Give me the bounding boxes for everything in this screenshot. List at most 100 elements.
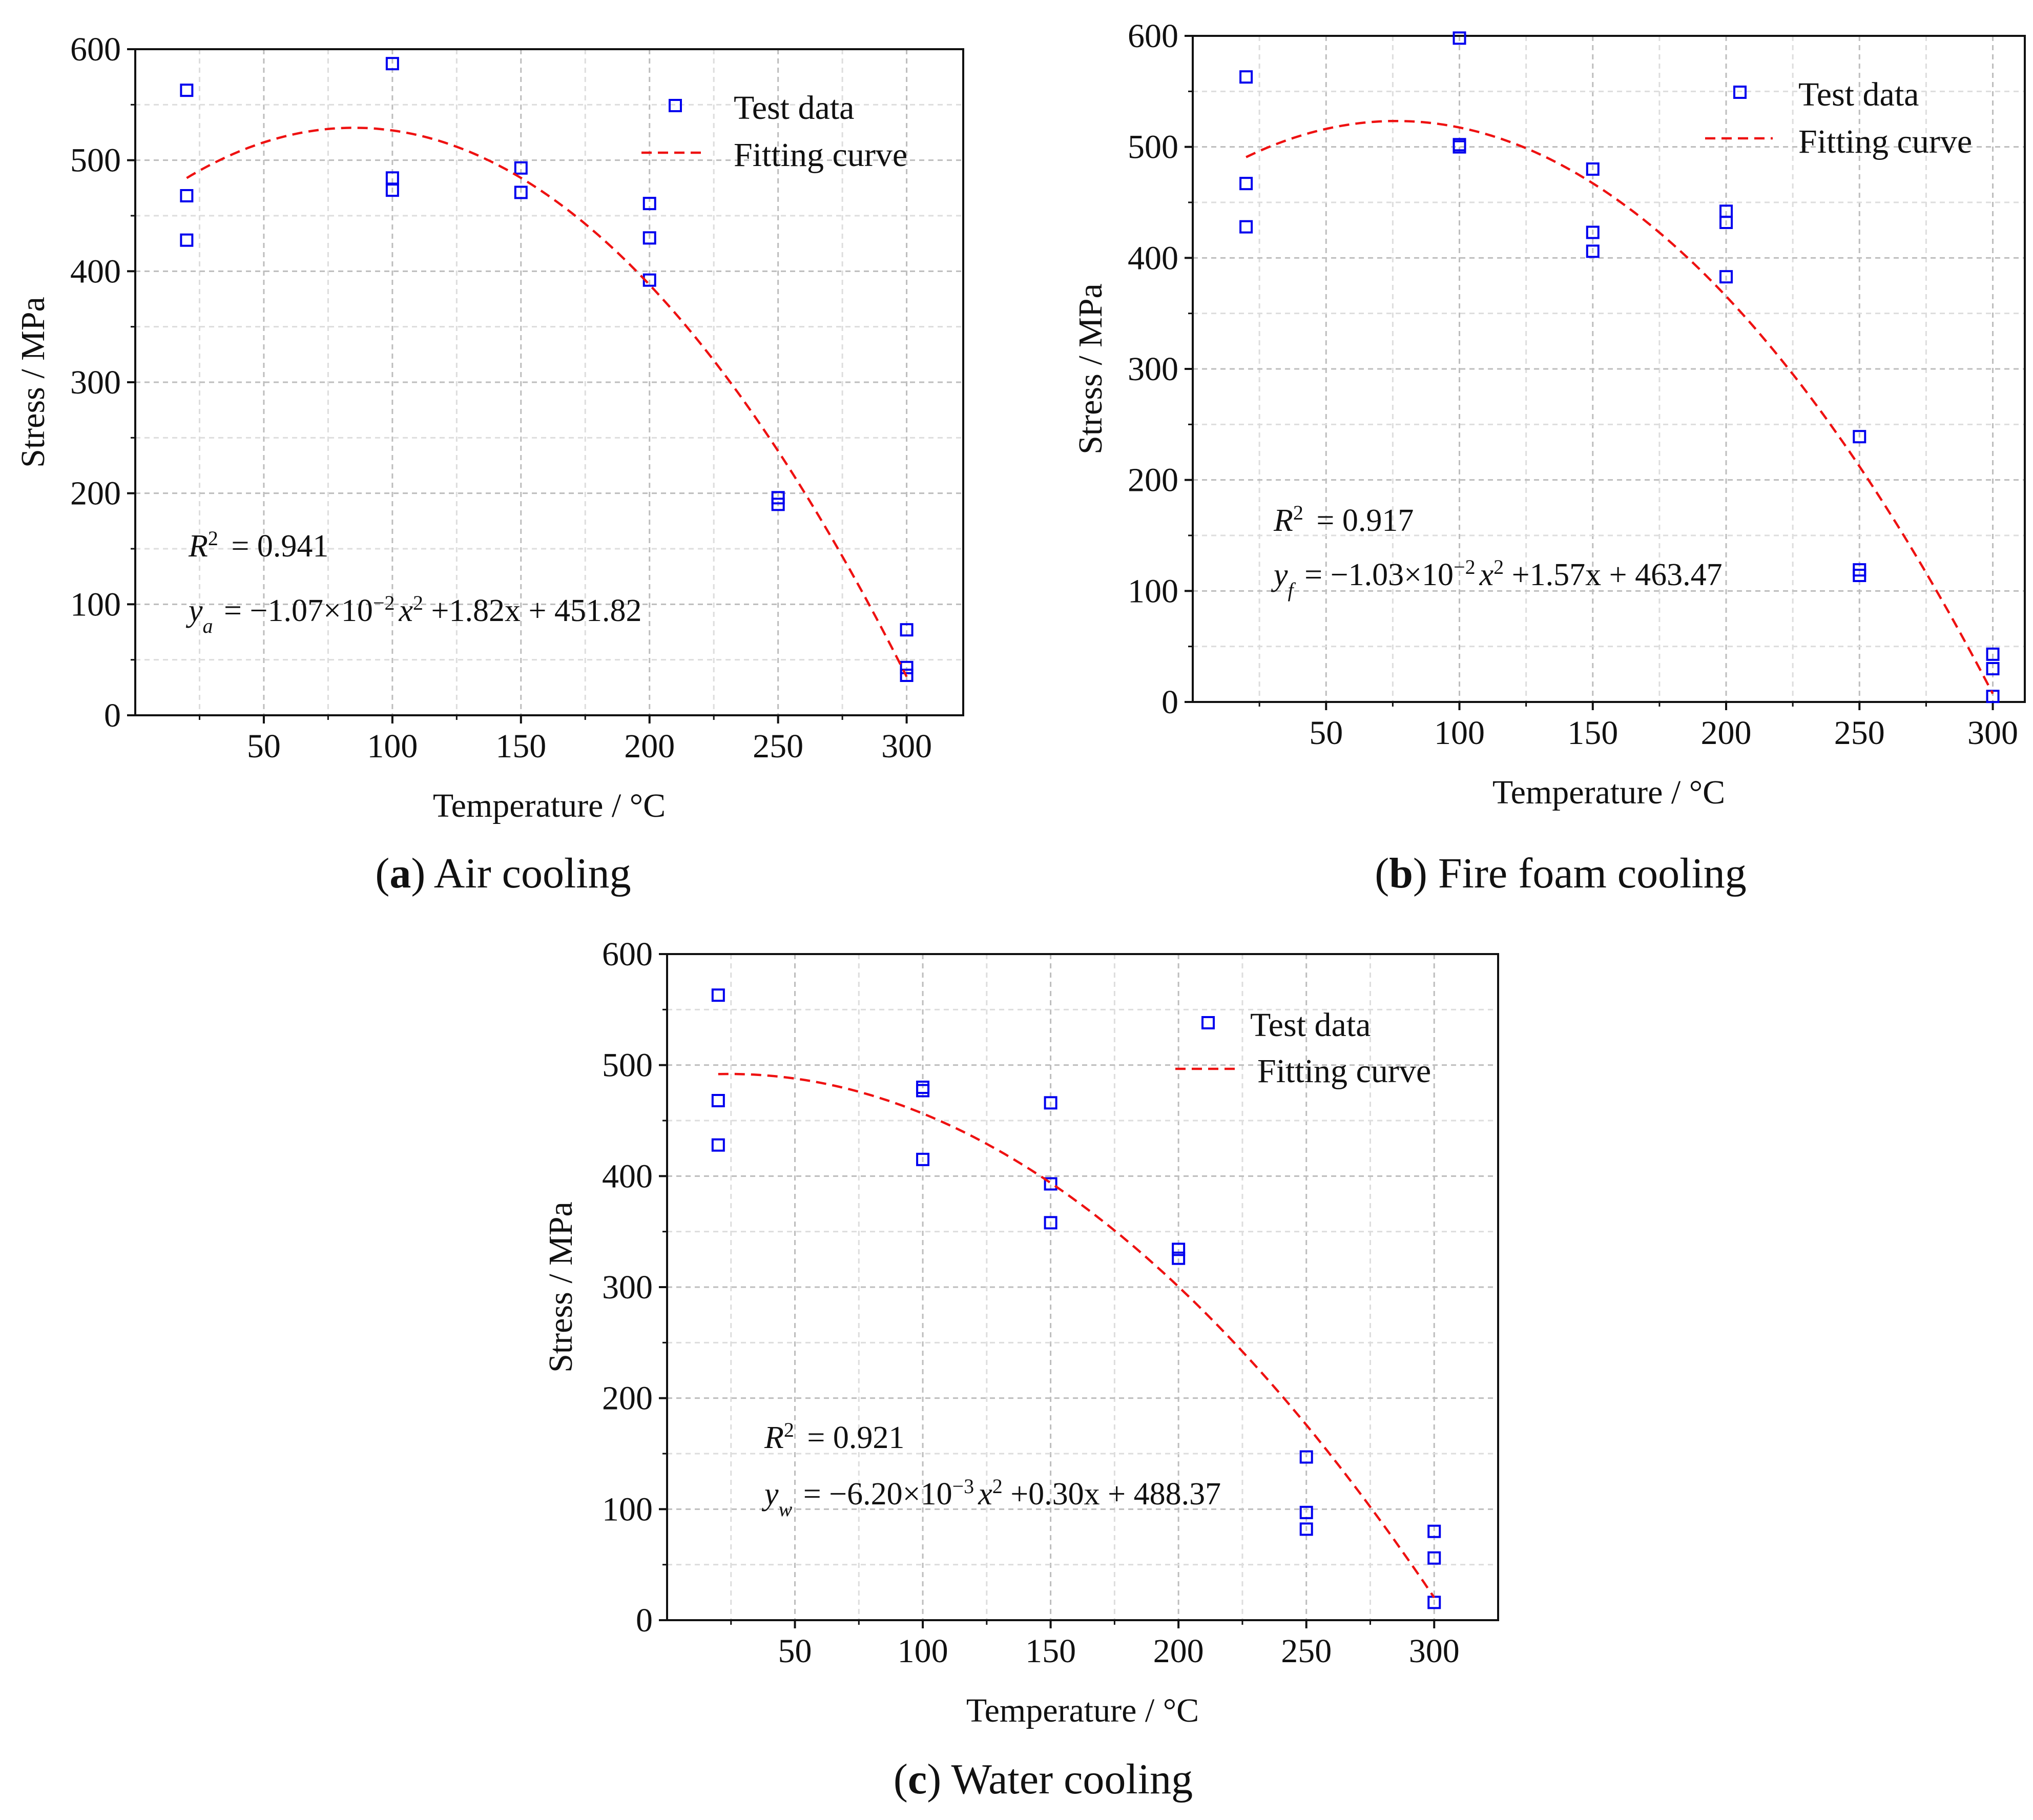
eq-square: 2	[992, 1475, 1003, 1498]
data-point	[1586, 244, 1600, 258]
data-point	[514, 185, 528, 199]
grid-lines	[135, 49, 963, 715]
legend-label-test-data: Test data	[734, 89, 854, 127]
caption-open-paren: (	[894, 1755, 908, 1803]
r-squared-annotation: R2 = 0.921	[764, 1418, 904, 1456]
fitting-curve	[1246, 119, 1994, 694]
legend-marker-test-data	[1733, 86, 1747, 99]
data-point	[385, 183, 399, 197]
data-point	[1044, 1177, 1057, 1191]
caption-open-paren: (	[1375, 850, 1389, 897]
legend-label-fitting-curve: Fitting curve	[734, 136, 907, 174]
eq-x: x	[978, 1477, 992, 1512]
eq-rest: +1.57x + 463.47	[1504, 557, 1722, 592]
fit-equation: yw = −6.20×10−3 x2 +0.30x + 488.37	[761, 1475, 1221, 1521]
test-data-points	[180, 57, 914, 682]
legend: Test data Fitting curve	[641, 89, 907, 174]
data-point	[1719, 216, 1733, 229]
x-tick-label: 100	[898, 1632, 948, 1670]
r-squared-annotation: R2 = 0.941	[188, 527, 328, 564]
y-tick-label: 0	[1161, 684, 1178, 721]
eq-subscript: w	[779, 1498, 793, 1521]
ticks: 50 100 150 200 250 300 0 100 200 300 400 500 600	[602, 936, 1460, 1670]
data-point	[900, 623, 914, 637]
data-point	[1427, 1524, 1441, 1538]
eq-square: 2	[413, 591, 423, 614]
panel-caption: (a) Air cooling	[375, 850, 631, 897]
chart-panel-a: 50 100 150 200 250 300 0 100 200 300 400 500 600 Temp…	[14, 31, 964, 897]
panel-caption: (b) Fire foam cooling	[1375, 850, 1747, 897]
r2-symbol: R	[764, 1420, 784, 1455]
data-point	[1044, 1096, 1057, 1110]
y-tick-label: 500	[70, 142, 121, 179]
legend: Test data Fitting curve	[1175, 1006, 1431, 1090]
r2-symbol: R	[1273, 503, 1293, 538]
grid-lines	[1193, 36, 2025, 702]
eq-y: y	[1271, 557, 1288, 592]
ticks: 50 100 150 200 250 300 0 100 200 300 400 500 600	[70, 31, 932, 765]
legend-label-test-data: Test data	[1798, 76, 1919, 113]
r2-value: = 0.941	[223, 529, 328, 564]
grid-lines	[667, 954, 1498, 1620]
eq-rest: +1.82x + 451.82	[423, 593, 641, 628]
y-tick-label: 0	[636, 1602, 653, 1639]
test-data-points	[711, 988, 1441, 1609]
x-tick-label: 200	[1701, 714, 1752, 752]
data-point	[1239, 177, 1253, 191]
data-point	[180, 84, 194, 97]
fit-equation: ya = −1.07×10−2 x2 +1.82x + 451.82	[185, 591, 641, 637]
caption-panel-letter: a	[389, 850, 411, 897]
data-point	[1586, 225, 1600, 239]
eq-x: x	[1479, 557, 1494, 592]
caption-panel-letter: c	[908, 1755, 927, 1803]
panel-caption: (c) Water cooling	[894, 1755, 1193, 1803]
x-tick-label: 100	[1434, 714, 1485, 752]
data-point	[711, 1094, 725, 1107]
ticks: 50 100 150 200 250 300 0 100 200 300 400 500 600	[1128, 17, 2018, 752]
data-point	[1427, 1551, 1441, 1565]
y-tick-label: 0	[104, 697, 121, 734]
fitting-curve	[718, 1072, 1436, 1599]
y-tick-label: 600	[602, 936, 653, 973]
data-point	[1719, 270, 1733, 284]
y-tick-label: 200	[1128, 462, 1178, 499]
x-axis-title: Temperature / °C	[1492, 774, 1725, 811]
x-tick-label: 50	[1309, 714, 1343, 752]
data-point	[180, 233, 194, 247]
data-point	[1986, 690, 2000, 704]
y-axis-title: Stress / MPa	[14, 297, 52, 468]
data-point	[1299, 1522, 1313, 1536]
caption-close-paren: )	[1413, 850, 1438, 897]
data-point	[916, 1152, 930, 1166]
data-point	[1986, 647, 2000, 661]
x-tick-label: 300	[1967, 714, 2018, 752]
fit-equation: yf = −1.03×10−2 x2 +1.57x + 463.47	[1271, 555, 1723, 602]
x-tick-label: 200	[624, 728, 675, 765]
data-point	[771, 498, 785, 511]
data-point	[900, 669, 914, 682]
y-tick-label: 100	[70, 586, 121, 623]
r2-superscript: 2	[1293, 501, 1303, 524]
eq-coefficient: = −1.07×10	[216, 593, 373, 628]
y-tick-label: 200	[602, 1380, 653, 1417]
caption-panel-letter: b	[1389, 850, 1413, 897]
chart-panel-b: 50 100 150 200 250 300 0 100 200 300 400 500 600 Temp…	[1072, 17, 2026, 897]
eq-y: y	[761, 1477, 779, 1512]
y-tick-label: 300	[1128, 350, 1178, 388]
eq-rest: +0.30x + 488.37	[1003, 1477, 1221, 1512]
y-tick-label: 500	[602, 1047, 653, 1084]
data-point	[1986, 662, 2000, 675]
data-point	[1453, 140, 1466, 154]
x-tick-label: 50	[247, 728, 281, 765]
x-tick-label: 200	[1153, 1632, 1204, 1670]
eq-x: x	[399, 593, 413, 628]
data-point	[514, 161, 528, 175]
y-axis-title: Stress / MPa	[1072, 283, 1109, 454]
caption-text: Fire foam cooling	[1438, 850, 1747, 897]
data-point	[916, 1084, 930, 1098]
y-tick-label: 600	[70, 31, 121, 68]
y-tick-label: 100	[1128, 572, 1178, 610]
r2-superscript: 2	[784, 1418, 794, 1441]
eq-coefficient: = −1.03×10	[1297, 557, 1454, 592]
